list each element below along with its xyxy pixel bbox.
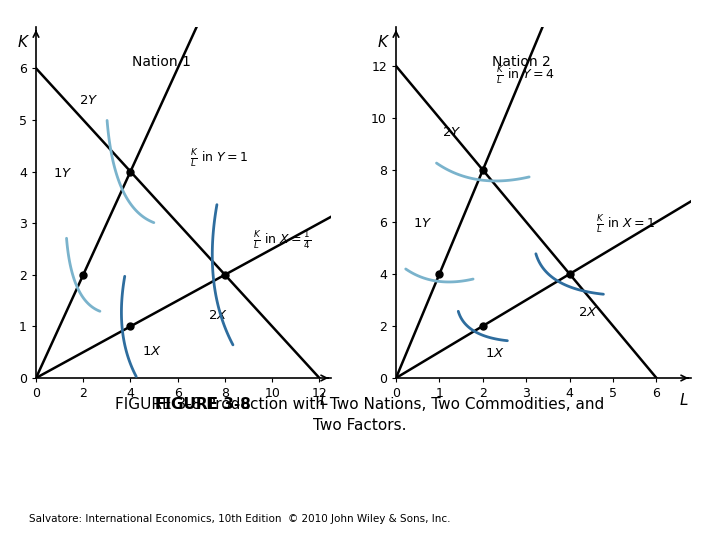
Text: $2Y$: $2Y$ — [441, 126, 461, 139]
Text: $1X$: $1X$ — [485, 347, 505, 360]
Text: $L$: $L$ — [319, 392, 328, 408]
Text: $\frac{K}{L}$ in $X = 1$: $\frac{K}{L}$ in $X = 1$ — [595, 213, 655, 234]
Text: $K$: $K$ — [17, 34, 30, 50]
Text: $\frac{K}{L}$ in $Y = 4$: $\frac{K}{L}$ in $Y = 4$ — [496, 64, 554, 86]
Text: Salvatore: International Economics, 10th Edition  © 2010 John Wiley & Sons, Inc.: Salvatore: International Economics, 10th… — [29, 514, 450, 524]
Text: FIGURE 3-8 Production with Two Nations, Two Commodities, and: FIGURE 3-8 Production with Two Nations, … — [115, 397, 605, 412]
Text: Nation 2: Nation 2 — [492, 55, 551, 69]
Text: $1Y$: $1Y$ — [413, 217, 433, 230]
Text: $\frac{K}{L}$ in $Y = 1$: $\frac{K}{L}$ in $Y = 1$ — [189, 147, 248, 168]
Text: $2X$: $2X$ — [208, 309, 228, 322]
Text: $\frac{K}{L}$ in $X = \frac{1}{4}$: $\frac{K}{L}$ in $X = \frac{1}{4}$ — [253, 230, 311, 251]
Text: $L$: $L$ — [679, 392, 688, 408]
Text: $1X$: $1X$ — [143, 345, 162, 358]
Text: $K$: $K$ — [377, 34, 390, 50]
Text: $2Y$: $2Y$ — [78, 94, 98, 107]
Text: $1Y$: $1Y$ — [53, 167, 72, 180]
Text: Nation 1: Nation 1 — [132, 55, 191, 69]
Text: Two Factors.: Two Factors. — [313, 418, 407, 434]
Text: $2X$: $2X$ — [578, 306, 598, 319]
Text: FIGURE 3-8: FIGURE 3-8 — [155, 397, 251, 412]
